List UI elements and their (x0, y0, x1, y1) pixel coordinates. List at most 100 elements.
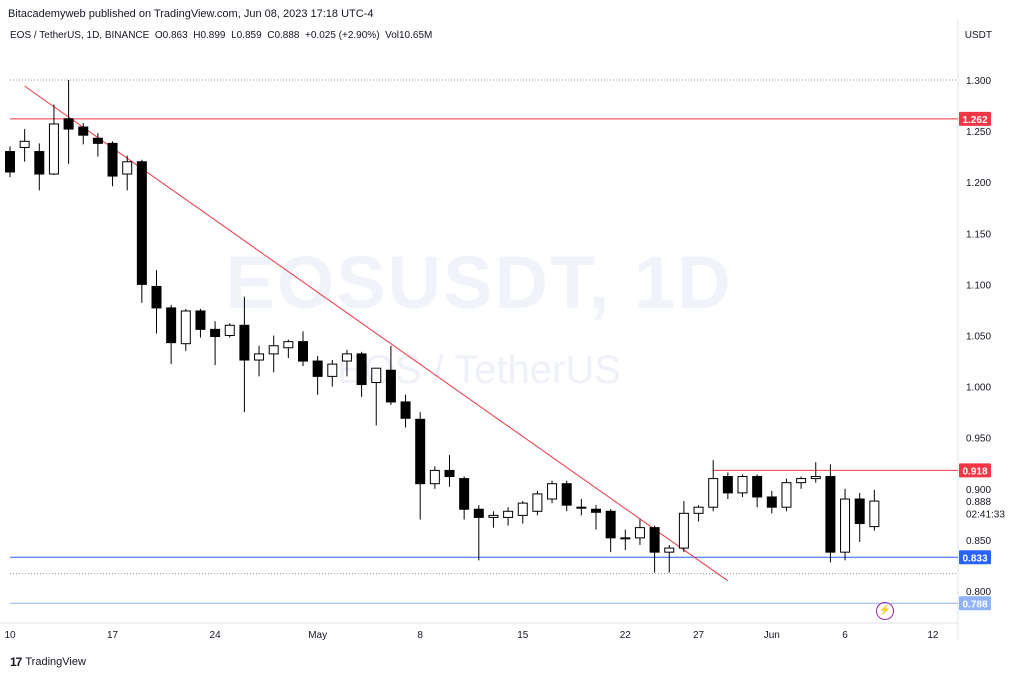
candle-body[interactable] (488, 514, 499, 518)
candle-body[interactable] (620, 537, 631, 540)
time-tick-label: 17 (107, 630, 119, 641)
currency-label: USDT (964, 30, 992, 41)
candle-body[interactable] (78, 126, 89, 136)
candle-body[interactable] (371, 367, 382, 384)
candle-body[interactable] (151, 285, 162, 309)
candle-body[interactable] (444, 469, 455, 478)
candle-body[interactable] (5, 151, 15, 173)
candle-body[interactable] (825, 476, 836, 553)
candle-body[interactable] (576, 506, 587, 509)
price-tick-label: 1.000 (966, 383, 991, 394)
candle-body[interactable] (869, 500, 880, 528)
price-tick-label: 1.250 (966, 127, 991, 138)
time-tick-label: 22 (620, 630, 632, 641)
candle-body[interactable] (752, 476, 763, 498)
publish-attribution: Bitacademyweb published on TradingView.c… (8, 8, 374, 20)
lightning-icon[interactable]: ⚡ (876, 602, 894, 620)
price-tick-label: 0.900 (966, 485, 991, 496)
time-tick-label: 15 (517, 630, 529, 641)
candle-body[interactable] (664, 547, 675, 553)
price-tick-label: 1.100 (966, 280, 991, 291)
symbol-name[interactable]: EOS / TetherUS, 1D, BINANCE (10, 30, 150, 41)
close-value: C0.888 (267, 30, 300, 41)
candle-body[interactable] (48, 123, 59, 175)
price-tick-label: 1.300 (966, 76, 991, 87)
volume-value: Vol10.65M (385, 30, 433, 41)
candle-body[interactable] (180, 310, 191, 345)
candle-body[interactable] (122, 161, 133, 175)
change-value: +0.025 (+2.90%) (305, 30, 380, 41)
candle-body[interactable] (532, 493, 543, 512)
open-value: O0.863 (154, 30, 188, 41)
candle-body[interactable] (268, 345, 279, 355)
candle-body[interactable] (517, 502, 528, 516)
candle-body[interactable] (591, 508, 601, 513)
candle-body[interactable] (283, 341, 294, 349)
time-tick-label: Jun (764, 630, 780, 641)
candle-body[interactable] (708, 478, 719, 508)
candle-body[interactable] (136, 161, 147, 285)
candle-body[interactable] (239, 324, 250, 361)
price-label-box (959, 596, 991, 611)
low-value: L0.859 (231, 30, 262, 41)
price-label-text: 0.918 (962, 466, 987, 477)
candle-body[interactable] (92, 137, 103, 144)
candle-body[interactable] (429, 469, 440, 485)
candle-body[interactable] (503, 510, 514, 518)
candle-body[interactable] (341, 353, 352, 362)
time-tick-label: 6 (842, 630, 848, 641)
candle-body[interactable] (63, 118, 74, 130)
price-axis-text: 0.888 (966, 497, 991, 508)
candle-body[interactable] (327, 363, 338, 377)
candle-body[interactable] (781, 482, 792, 508)
candle-body[interactable] (19, 140, 30, 148)
candle-body[interactable] (722, 476, 733, 494)
price-label-text: 0.833 (962, 553, 987, 564)
candle-body[interactable] (459, 478, 470, 510)
price-label-text: 0.788 (962, 599, 987, 610)
brand-name: TradingView (25, 656, 86, 668)
candle-body[interactable] (605, 510, 616, 539)
candle-body[interactable] (298, 341, 308, 362)
candle-body[interactable] (649, 527, 660, 553)
candle-body[interactable] (547, 483, 558, 500)
candle-body[interactable] (678, 512, 689, 549)
candle-body[interactable] (224, 324, 235, 336)
candle-body[interactable] (737, 476, 748, 494)
time-tick-label: 10 (4, 630, 16, 641)
candle-body[interactable] (634, 527, 645, 539)
candle-body[interactable] (210, 328, 221, 338)
candle-body[interactable] (766, 496, 777, 508)
candle-body[interactable] (473, 508, 484, 518)
price-tick-label: 0.950 (966, 434, 991, 445)
price-tick-label: 1.200 (966, 178, 991, 189)
candle-body[interactable] (796, 478, 807, 484)
candle-body[interactable] (840, 498, 851, 553)
price-tick-label: 1.050 (966, 332, 991, 343)
time-tick-label: May (308, 630, 327, 641)
time-tick-label: 27 (693, 630, 705, 641)
candle-body[interactable] (254, 353, 265, 361)
candle-body[interactable] (561, 483, 572, 506)
price-label-text: 1.262 (962, 115, 987, 126)
candle-body[interactable] (415, 418, 426, 485)
price-label-box (959, 463, 991, 478)
candle-body[interactable] (166, 307, 177, 344)
candle-body[interactable] (854, 498, 865, 525)
symbol-legend[interactable]: EOS / TetherUS, 1D, BINANCE O0.863 H0.89… (10, 30, 432, 41)
time-tick-label: 8 (417, 630, 423, 641)
candle-body[interactable] (400, 401, 411, 419)
candle-body[interactable] (810, 476, 821, 480)
candle-body[interactable] (34, 151, 45, 175)
candle-body[interactable] (385, 369, 396, 403)
price-label-box (959, 111, 991, 126)
trendline[interactable] (24, 85, 729, 582)
candle-body[interactable] (693, 506, 704, 514)
candle-body[interactable] (356, 353, 367, 386)
candle-body[interactable] (312, 360, 323, 377)
candle-body[interactable] (107, 142, 118, 177)
price-tick-label: 0.850 (966, 536, 991, 547)
candle-body[interactable] (195, 310, 206, 330)
